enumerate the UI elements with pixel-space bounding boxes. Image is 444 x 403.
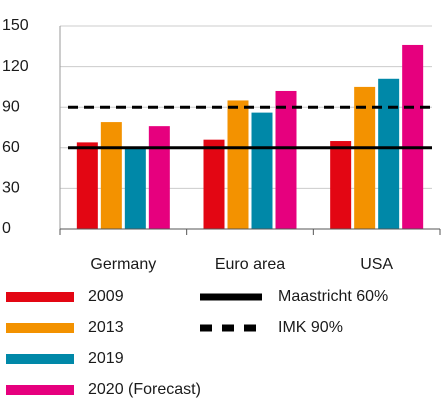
y-tick-label: 0 bbox=[2, 220, 11, 237]
bar bbox=[378, 78, 400, 229]
legend-swatch bbox=[6, 354, 74, 364]
bar bbox=[330, 141, 352, 229]
bar bbox=[275, 90, 297, 230]
legend-swatch bbox=[6, 385, 74, 395]
legend-swatch bbox=[6, 292, 74, 302]
x-tick-label: Germany bbox=[90, 256, 156, 273]
y-tick-label: 60 bbox=[2, 139, 20, 156]
legend-label: 2019 bbox=[88, 350, 124, 367]
bar bbox=[124, 147, 146, 229]
legend-label: 2009 bbox=[88, 288, 124, 305]
bar bbox=[100, 122, 122, 229]
legend-label: IMK 90% bbox=[278, 319, 343, 336]
bar bbox=[402, 44, 424, 229]
bar bbox=[76, 142, 98, 229]
legend-label: 2013 bbox=[88, 319, 124, 336]
legend-label: Maastricht 60% bbox=[278, 288, 388, 305]
y-tick-label: 120 bbox=[2, 58, 29, 75]
bar bbox=[227, 100, 249, 229]
y-tick-label: 30 bbox=[2, 180, 20, 197]
bar bbox=[354, 86, 376, 230]
bar bbox=[251, 112, 273, 229]
y-tick-label: 90 bbox=[2, 98, 20, 115]
bar bbox=[148, 126, 170, 229]
y-tick-label: 150 bbox=[2, 17, 29, 34]
bar bbox=[203, 139, 225, 229]
x-tick-label: Euro area bbox=[215, 256, 285, 273]
legend-swatch bbox=[6, 323, 74, 333]
x-tick-label: USA bbox=[360, 256, 393, 273]
legend-label: 2020 (Forecast) bbox=[88, 381, 201, 398]
